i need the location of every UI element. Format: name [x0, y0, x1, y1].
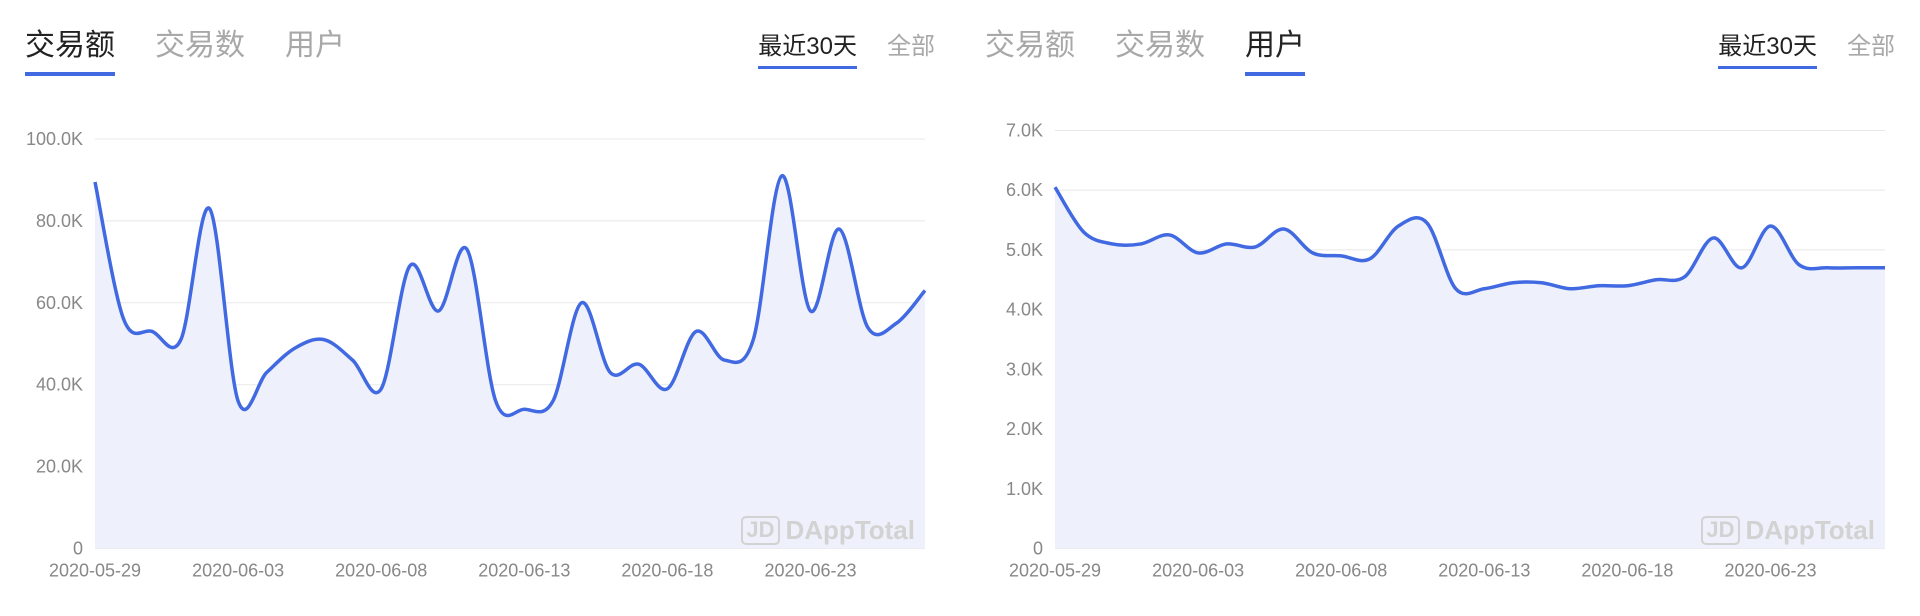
svg-text:20.0K: 20.0K — [36, 457, 83, 477]
range-all[interactable]: 全部 — [887, 26, 935, 69]
svg-text:2020-06-13: 2020-06-13 — [478, 561, 570, 581]
svg-text:4.0K: 4.0K — [1006, 300, 1043, 320]
panel-right: 交易额 交易数 用户 最近30天 全部 0 1.0K 2.0K 3.0K 4.0K 5.0… — [960, 0, 1920, 616]
chart-svg-right: 0 1.0K 2.0K 3.0K 4.0K 5.0K 6.0K 7.0K 2020-05-29 2… — [975, 106, 1905, 591]
svg-text:2020-05-29: 2020-05-29 — [49, 561, 141, 581]
range-30d[interactable]: 最近30天 — [758, 26, 857, 69]
tab-txcount[interactable]: 交易数 — [155, 20, 245, 76]
svg-text:7.0K: 7.0K — [1006, 120, 1043, 140]
chart-svg-left: 0 20.0K 40.0K 60.0K 80.0K 100.0K 2020-05-29 202… — [15, 106, 945, 591]
panel-header: 交易额 交易数 用户 最近30天 全部 — [975, 20, 1905, 76]
svg-text:40.0K: 40.0K — [36, 375, 83, 395]
svg-text:2020-06-18: 2020-06-18 — [1581, 561, 1673, 581]
range-selector-right: 最近30天 全部 — [1718, 20, 1895, 69]
tab-users[interactable]: 用户 — [285, 20, 345, 76]
svg-text:1.0K: 1.0K — [1006, 479, 1043, 499]
svg-text:0: 0 — [1033, 539, 1043, 559]
range-all[interactable]: 全部 — [1847, 26, 1895, 69]
svg-text:60.0K: 60.0K — [36, 293, 83, 313]
chart-right: 0 1.0K 2.0K 3.0K 4.0K 5.0K 6.0K 7.0K 2020-05-29 2… — [975, 106, 1905, 591]
panel-header: 交易额 交易数 用户 最近30天 全部 — [15, 20, 945, 76]
panel-left: 交易额 交易数 用户 最近30天 全部 0 20.0K 40.0K 60.0K 80.0… — [0, 0, 960, 616]
tabs-left: 交易额 交易数 用户 — [25, 20, 345, 76]
svg-text:5.0K: 5.0K — [1006, 240, 1043, 260]
tab-volume[interactable]: 交易额 — [25, 20, 115, 76]
range-30d[interactable]: 最近30天 — [1718, 26, 1817, 69]
svg-text:100.0K: 100.0K — [26, 129, 83, 149]
svg-text:0: 0 — [73, 539, 83, 559]
svg-text:2.0K: 2.0K — [1006, 419, 1043, 439]
svg-text:6.0K: 6.0K — [1006, 180, 1043, 200]
svg-text:2020-06-23: 2020-06-23 — [764, 561, 856, 581]
tabs-right: 交易额 交易数 用户 — [985, 20, 1305, 76]
tab-users[interactable]: 用户 — [1245, 20, 1305, 76]
range-selector-left: 最近30天 全部 — [758, 20, 935, 69]
svg-text:2020-06-08: 2020-06-08 — [335, 561, 427, 581]
svg-text:2020-06-03: 2020-06-03 — [1152, 561, 1244, 581]
svg-text:2020-06-13: 2020-06-13 — [1438, 561, 1530, 581]
svg-text:2020-06-03: 2020-06-03 — [192, 561, 284, 581]
tab-txcount[interactable]: 交易数 — [1115, 20, 1205, 76]
svg-text:2020-06-08: 2020-06-08 — [1295, 561, 1387, 581]
chart-left: 0 20.0K 40.0K 60.0K 80.0K 100.0K 2020-05-29 202… — [15, 106, 945, 591]
svg-text:80.0K: 80.0K — [36, 211, 83, 231]
tab-volume[interactable]: 交易额 — [985, 20, 1075, 76]
svg-text:3.0K: 3.0K — [1006, 359, 1043, 379]
svg-text:2020-06-18: 2020-06-18 — [621, 561, 713, 581]
svg-text:2020-06-23: 2020-06-23 — [1724, 561, 1816, 581]
svg-text:2020-05-29: 2020-05-29 — [1009, 561, 1101, 581]
